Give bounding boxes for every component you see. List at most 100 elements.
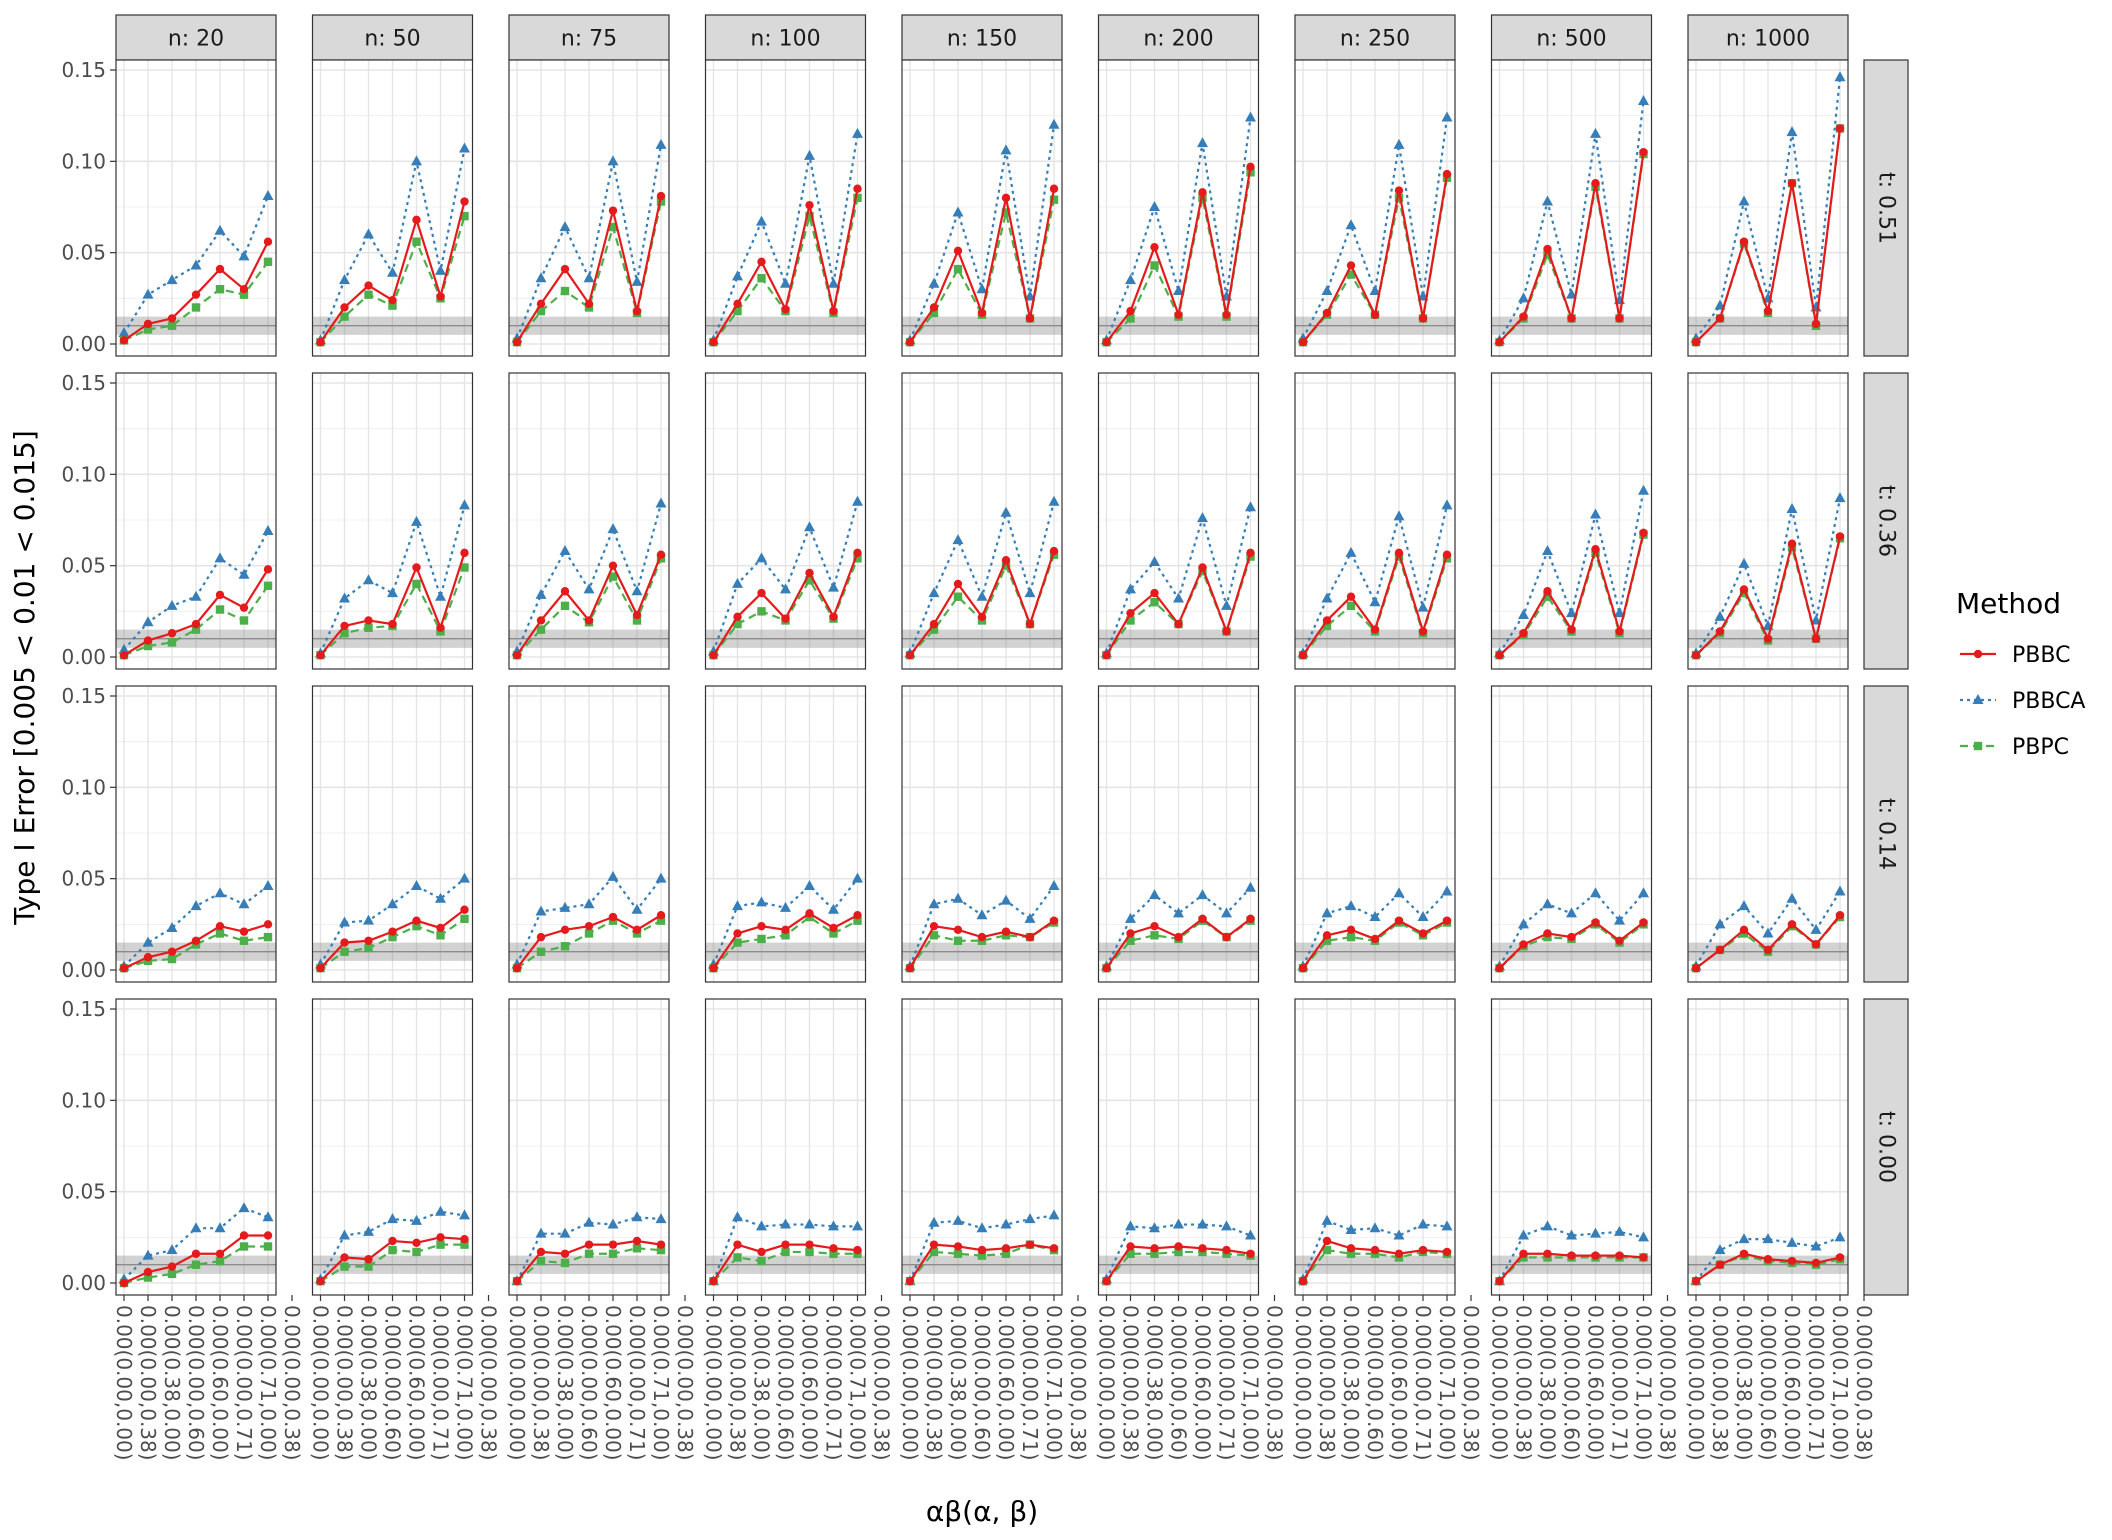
point-pbbca [1173,592,1184,603]
x-tick-label: 0.00(0.00,0.38) [1066,1305,1090,1461]
y-tick-label: 0.05 [61,554,106,578]
point-pbbc [536,616,546,625]
point-pbbca [952,892,964,903]
point-pbpc [757,934,766,944]
point-pbbca [1542,545,1553,556]
point-pbbca [1125,583,1136,594]
point-pbbca [804,879,815,890]
point-pbbc [1715,627,1725,636]
point-pbbca [339,916,350,927]
point-pbpc [1001,208,1011,217]
point-pbbca [732,577,743,588]
point-pbbca [262,879,274,890]
point-pbbc [829,1244,838,1253]
point-pbbc [1174,619,1183,629]
point-pbbc [1049,546,1059,556]
point-pbpc [536,1256,546,1266]
row-strip-label: t: 0.51 [1874,172,1899,244]
point-pbbca [1173,907,1184,918]
point-pbpc [1150,261,1159,270]
x-tick-label: 0.00(0.00,0.60) [1560,1305,1584,1461]
x-tick-label: 0.00(0.71,0.00) [1632,1305,1656,1461]
point-pbbca [1000,1218,1012,1229]
point-pbbc [1787,1256,1797,1266]
point-pbbc [1591,1251,1600,1260]
column-strip-label: n: 75 [561,27,617,52]
point-pbbc [1835,1253,1845,1262]
point-pbpc [1126,936,1135,945]
point-pbbca [756,215,767,226]
panel-border [1490,372,1653,670]
point-pbbc [757,257,766,266]
x-tick-label: 0.00(0.38,0.00) [1143,1305,1167,1461]
point-pbbca [952,206,964,217]
point-pbbc [1174,310,1183,319]
panel-border [1294,59,1456,357]
point-pbbca [1048,1209,1060,1220]
point-pbpc [412,579,421,589]
x-tick-label: 0.00(0.38,0.00) [1339,1305,1363,1461]
point-pbbc [1150,588,1159,598]
x-tick-label: 0.00(0.00,0.38) [726,1305,750,1461]
point-pbbc [1567,625,1576,634]
point-pbbc [1787,179,1797,188]
point-pbbc [364,936,373,945]
point-pbbca [1441,885,1453,896]
panel-border [704,59,867,357]
point-pbbca [459,872,470,883]
point-pbbc [977,612,987,622]
point-pbpc [412,1247,421,1257]
point-pbbca [1638,1231,1649,1242]
point-pbbc [953,246,963,256]
point-pbbc [1835,911,1845,920]
point-pbbc [215,1249,225,1258]
x-tick-label: 0.00(0.38,0.00) [357,1305,381,1461]
point-pbbc [1442,169,1452,179]
point-pbbc [191,619,201,629]
point-pbbca [732,1211,743,1222]
point-pbbca [1149,1222,1160,1233]
facet-panel [115,59,277,357]
point-pbbc [1298,650,1308,660]
row-strip-label: t: 0.14 [1874,798,1899,870]
point-pbbc [436,1233,445,1242]
point-pbbc [829,306,838,316]
point-pbpc [1001,1249,1011,1258]
point-pbbc [656,1240,666,1249]
point-pbpc [733,619,742,629]
facet-panel [311,998,474,1296]
point-pbbca [1738,195,1750,206]
point-pbbc [757,1247,766,1257]
point-pbbca [1566,288,1577,299]
y-tick-label: 0.10 [61,1088,106,1112]
panel-border [1687,59,1849,357]
x-tick-label: 0.00(0.60,0.00) [798,1305,822,1461]
point-pbbca [459,499,470,510]
point-pbbca [1393,1229,1405,1240]
panel-border [1490,59,1653,357]
point-pbbca [1000,506,1012,517]
point-pbbc [388,1236,397,1246]
facet-panel [508,59,670,357]
point-pbbc [656,191,666,201]
x-tick-label: 0.00(0.00,0.60) [381,1305,405,1461]
point-pbbc [239,603,249,612]
point-pbbca [732,270,743,281]
point-pbbc [608,206,618,215]
point-pbbc [143,636,153,645]
point-pbbca [607,870,619,881]
point-pbbc [1102,963,1111,973]
point-pbbc [1198,914,1207,924]
point-pbbca [1786,1236,1798,1247]
point-pbbc [1298,963,1308,973]
point-pbbca [387,898,398,909]
point-pbbc [1835,124,1845,133]
point-pbbca [435,264,446,275]
point-pbbca [363,228,374,239]
point-pbbc [1346,592,1356,601]
point-pbbc [781,614,790,623]
point-pbpc [1322,936,1332,945]
point-pbbca [363,1225,374,1236]
point-pbbca [1518,292,1529,303]
